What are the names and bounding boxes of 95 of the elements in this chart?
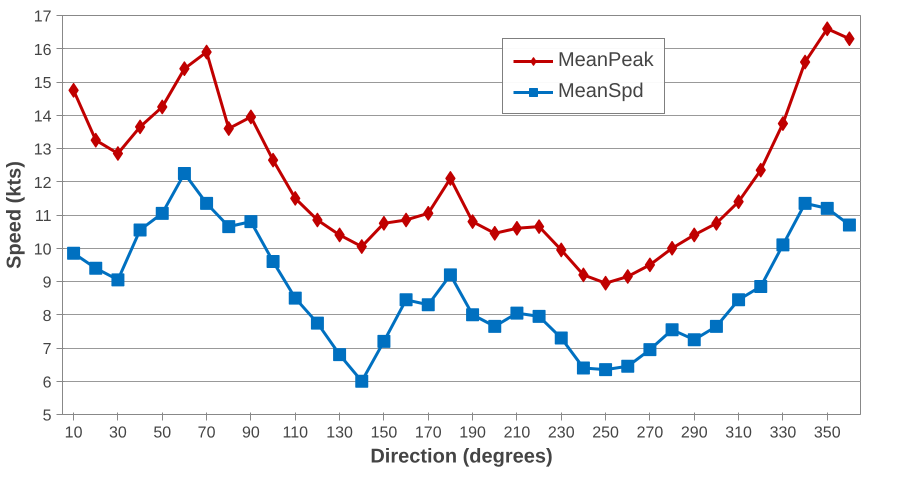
point [666,240,678,256]
point [534,219,544,234]
point [268,152,278,168]
point [643,343,656,356]
x-tick-label: 330 [770,424,796,442]
y-axis-title: Speed (kts) [4,161,26,269]
point [156,206,169,220]
point [666,323,679,336]
x-tick-label: 90 [242,424,260,442]
point [842,218,856,232]
point [266,255,280,268]
point [554,332,568,345]
point [532,310,546,323]
point [244,215,258,228]
point [378,216,390,231]
x-tick-label: 170 [414,424,442,442]
point [89,262,102,275]
point [310,316,324,330]
x-axis-title: Direction (degrees) [370,446,553,468]
legend-label: MeanPeak [558,49,654,72]
x-tick-label: 270 [636,424,664,442]
point [288,292,302,305]
point [600,276,611,291]
point [512,220,522,236]
point [445,170,456,186]
point [355,374,368,388]
point [134,223,147,236]
point [400,293,413,306]
x-tick-label: 210 [504,424,530,442]
point [754,280,768,293]
point [688,333,701,346]
y-tick-label: 14 [34,108,52,126]
point [778,116,788,132]
y-tick-label: 6 [42,374,52,392]
legend-label: MeanSpd [558,80,644,103]
x-tick-label: 30 [109,424,127,442]
y-tick-label: 8 [42,308,52,325]
x-tick-label: 130 [326,424,354,442]
point [134,119,146,134]
point [68,82,79,98]
x-tick-label: 10 [64,424,83,442]
point [444,268,457,282]
point [312,212,323,228]
y-tick-label: 9 [42,274,52,292]
point [334,227,345,242]
y-tick-label: 17 [34,8,52,26]
point [377,334,390,348]
point [112,146,124,161]
point [510,306,524,320]
point [644,257,656,272]
x-tick-label: 50 [153,424,172,442]
y-tick-label: 12 [34,174,52,192]
point [621,360,634,373]
point [576,361,590,374]
point [467,214,478,230]
y-tick-label: 13 [34,142,52,158]
y-tick-label: 5 [42,408,52,424]
point [711,216,722,231]
x-tick-label: 190 [459,424,486,442]
y-tick-label: 11 [34,208,52,225]
y-tick-label: 16 [34,42,52,59]
point [800,54,810,70]
x-tick-label: 70 [198,424,216,442]
point [67,246,80,260]
point [111,273,124,286]
point [179,61,190,76]
point [578,267,589,282]
point [798,196,812,210]
point [733,194,744,210]
x-tick-label: 290 [680,424,708,442]
point [844,31,855,46]
x-tick-label: 110 [282,424,308,442]
x-tick-label: 150 [370,424,398,442]
point [710,320,723,333]
x-tick-label: 250 [592,424,620,442]
point [201,44,212,60]
point [246,109,256,124]
point [178,166,191,180]
point [466,308,480,322]
y-tick-label: 7 [42,341,52,358]
point [222,220,236,234]
point [820,202,834,215]
point [488,320,502,333]
point [422,298,435,312]
x-tick-label: 230 [548,424,575,442]
point [333,348,346,362]
x-tick-label: 310 [725,424,752,442]
y-tick-label: 15 [34,75,52,92]
point [732,293,746,306]
point [599,363,612,376]
point [400,212,412,228]
y-tick-label: 10 [34,241,52,258]
x-tick-label: 350 [814,424,841,442]
point [200,196,214,210]
point [776,238,790,252]
